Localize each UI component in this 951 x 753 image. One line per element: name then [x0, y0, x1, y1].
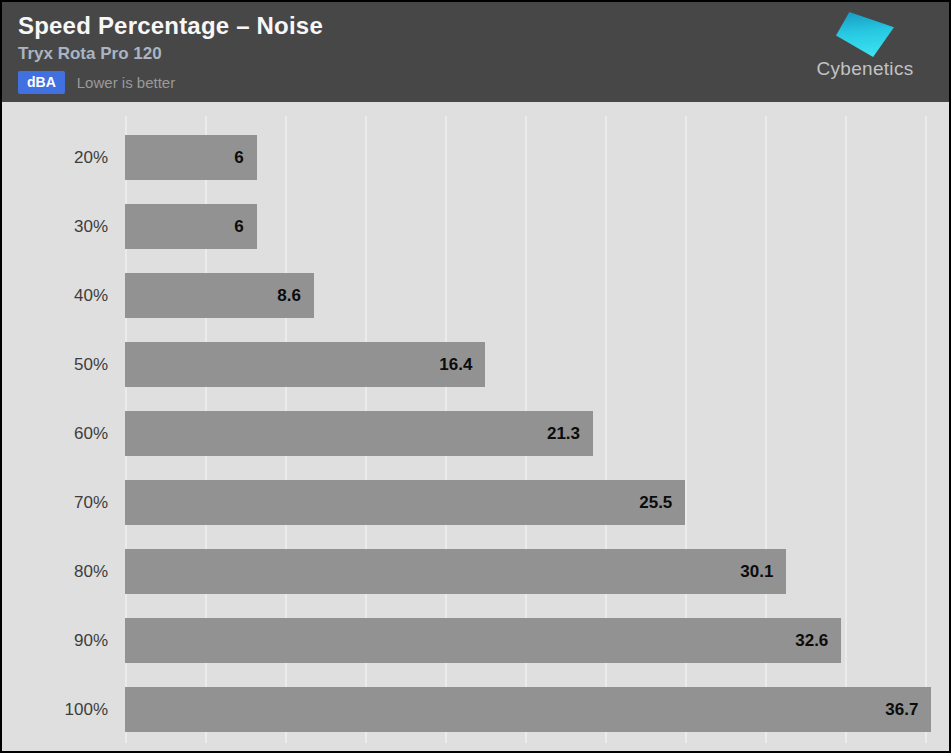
bar-row: 100% 36.7	[2, 675, 949, 744]
bar-value-label: 6	[234, 148, 256, 168]
bar: 16.4	[125, 342, 485, 387]
bar-rows: 20% 6 30% 6 40% 8.6 50% 16.4 60% 21.3 70% 25.5 80% 30…	[2, 102, 949, 744]
bar-value-label: 16.4	[439, 355, 485, 375]
cybenetics-diamond-icon	[836, 12, 894, 57]
bar-row: 20% 6	[2, 123, 949, 192]
category-tick-label: 80%	[2, 562, 125, 582]
category-tick-label: 60%	[2, 424, 125, 444]
chart-subtitle: Tryx Rota Pro 120	[18, 44, 949, 64]
bar-value-label: 36.7	[885, 700, 931, 720]
bar-row: 60% 21.3	[2, 399, 949, 468]
bar: 30.1	[125, 549, 786, 594]
bar-value-label: 30.1	[740, 562, 786, 582]
bar-row: 80% 30.1	[2, 537, 949, 606]
bar-track: 25.5	[125, 480, 949, 525]
bar-row: 70% 25.5	[2, 468, 949, 537]
chart-title: Speed Percentage – Noise	[18, 12, 949, 40]
category-tick-label: 40%	[2, 286, 125, 306]
badge-row: dBA Lower is better	[18, 71, 949, 94]
bar-row: 90% 32.6	[2, 606, 949, 675]
bar-track: 8.6	[125, 273, 949, 318]
bar-track: 32.6	[125, 618, 949, 663]
bar-track: 6	[125, 204, 949, 249]
bar-row: 50% 16.4	[2, 330, 949, 399]
bar: 8.6	[125, 273, 314, 318]
bar-track: 30.1	[125, 549, 949, 594]
category-tick-label: 20%	[2, 148, 125, 168]
bar-value-label: 8.6	[277, 286, 314, 306]
bar-chart: 20% 6 30% 6 40% 8.6 50% 16.4 60% 21.3 70% 25.5 80% 30…	[2, 102, 949, 749]
bar-value-label: 32.6	[795, 631, 841, 651]
bar: 6	[125, 204, 257, 249]
bar: 32.6	[125, 618, 841, 663]
cybenetics-logo: Cybenetics	[815, 10, 915, 80]
bar-track: 16.4	[125, 342, 949, 387]
chart-card: Speed Percentage – Noise Tryx Rota Pro 1…	[0, 0, 951, 753]
lower-is-better-note: Lower is better	[77, 74, 175, 91]
category-tick-label: 90%	[2, 631, 125, 651]
bar-row: 40% 8.6	[2, 261, 949, 330]
unit-badge: dBA	[18, 71, 65, 94]
bar-track: 21.3	[125, 411, 949, 456]
bar-value-label: 21.3	[547, 424, 593, 444]
chart-header: Speed Percentage – Noise Tryx Rota Pro 1…	[2, 2, 949, 102]
bar-track: 36.7	[125, 687, 949, 732]
bar: 6	[125, 135, 257, 180]
category-tick-label: 50%	[2, 355, 125, 375]
bar: 36.7	[125, 687, 931, 732]
bar-value-label: 6	[234, 217, 256, 237]
category-tick-label: 70%	[2, 493, 125, 513]
bar-value-label: 25.5	[639, 493, 685, 513]
bar-row: 30% 6	[2, 192, 949, 261]
bar-track: 6	[125, 135, 949, 180]
category-tick-label: 100%	[2, 700, 125, 720]
category-tick-label: 30%	[2, 217, 125, 237]
cybenetics-logo-text: Cybenetics	[815, 58, 915, 80]
bar: 21.3	[125, 411, 593, 456]
bar: 25.5	[125, 480, 685, 525]
